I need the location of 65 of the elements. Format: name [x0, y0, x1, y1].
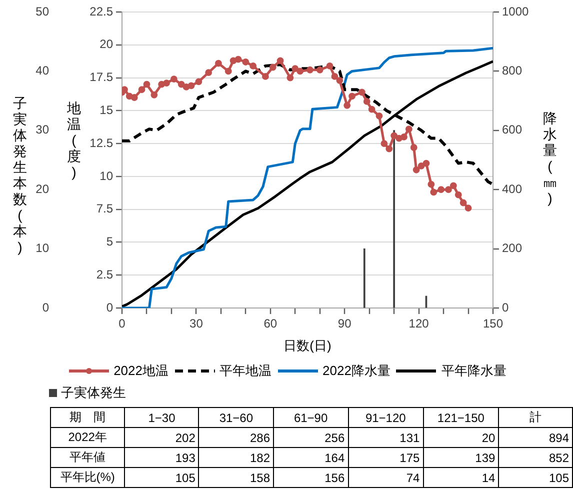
y-tick-label: 0 [106, 300, 114, 314]
data-label: 193 [124, 448, 199, 468]
y2-tick-label: 600 [502, 122, 522, 137]
data-label: 156 [274, 468, 348, 488]
data-label: 852 [498, 448, 572, 468]
y-tick-label: 22.5 [90, 4, 114, 18]
data-label: 164 [274, 448, 348, 468]
data-label: 131 [348, 428, 424, 448]
x-tick-label: 120 [408, 316, 430, 331]
x-axis-title: 日数(日) [284, 338, 332, 353]
data-label: 182 [198, 448, 274, 468]
y-tick-label: 12.5 [90, 136, 114, 150]
data-label: 105 [124, 468, 199, 488]
y2-axis-title: 降水量(㎜) [542, 110, 558, 206]
y3-tick-label: 10 [36, 241, 50, 256]
y2-tick-label: 800 [502, 64, 522, 78]
y2-tick-label: 400 [502, 182, 522, 196]
data-label: 20 [423, 428, 499, 448]
data-label: 202 [124, 428, 199, 448]
x-tick-label: 30 [190, 316, 204, 331]
data-label: 175 [348, 448, 424, 468]
category-label: 31−60 [198, 408, 274, 428]
y-tick-label: 20 [100, 37, 114, 52]
category-label: 61−90 [274, 408, 348, 428]
y2-tick-label: 0 [502, 300, 509, 314]
y3-tick-label: 0 [42, 300, 50, 314]
text: 平年比(%) [50, 468, 125, 488]
y-tick-label: 2.5 [96, 267, 114, 282]
data-label: 158 [198, 468, 274, 488]
legend-label: 2022地温 [114, 362, 168, 380]
category-label: 121−150 [423, 408, 499, 428]
y-tick-label: 7.5 [96, 202, 114, 216]
y2-tick-label: 1000 [502, 4, 530, 18]
text: 子実体発生本数(本) [13, 95, 27, 255]
data-label: 105 [498, 468, 572, 488]
legend-label: 子実体発生 [61, 384, 126, 402]
y2-tick-label: 200 [502, 241, 522, 256]
legend-label: 平年地温 [220, 362, 272, 380]
category-label: 計 [498, 408, 572, 428]
data-label: 286 [198, 428, 274, 448]
y-tick-label: 15 [100, 102, 114, 117]
y3-tick-label: 20 [36, 182, 50, 196]
data-label: 74 [348, 468, 424, 488]
data-label: 256 [274, 428, 348, 448]
data-label: 14 [423, 468, 499, 488]
data-label: 894 [498, 428, 572, 448]
data-label: 139 [423, 448, 499, 468]
category-label: 91−120 [348, 408, 424, 428]
x-tick-label: 60 [264, 316, 278, 331]
text: 平年値 [50, 448, 125, 468]
category-label: 1−30 [124, 408, 199, 428]
y3-tick-label: 30 [36, 122, 50, 137]
y3-tick-label: 50 [36, 4, 50, 18]
y3-tick-label: 40 [36, 64, 50, 78]
x-tick-label: 150 [482, 316, 504, 331]
legend-label: 平年降水量 [441, 362, 506, 380]
y-tick-label: 10 [100, 168, 114, 183]
text: 2022年 [50, 428, 125, 448]
y-axis-title: 地温(度) [66, 100, 82, 180]
y-tick-label: 5 [106, 234, 114, 249]
legend-label: 2022降水量 [322, 362, 390, 380]
y-tick-label: 17.5 [90, 70, 114, 84]
x-tick-label: 0 [118, 316, 126, 331]
x-tick-label: 90 [338, 316, 352, 331]
text: 期 間 [50, 408, 125, 428]
